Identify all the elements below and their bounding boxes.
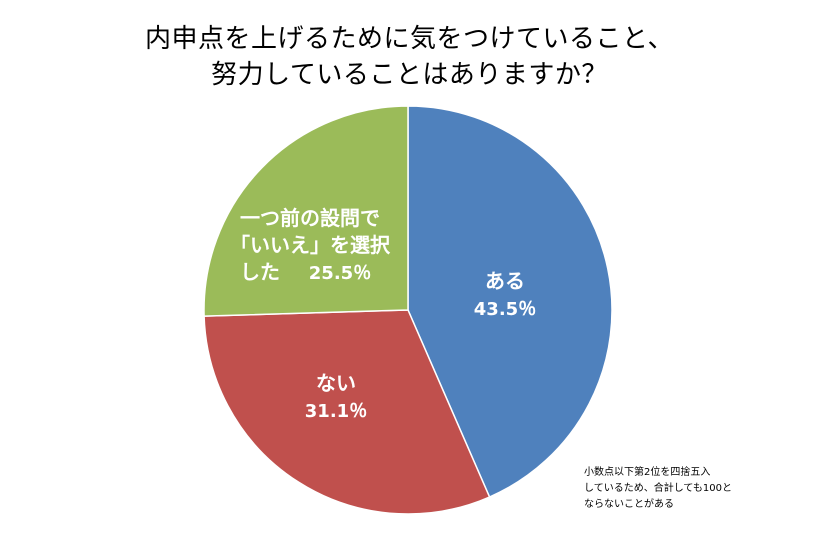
slice-label-1: ない 31.1％: [305, 371, 367, 422]
chart-title-line-2: 努力していることはありますか？: [211, 60, 608, 90]
slice-value-2: 25.5％: [309, 263, 371, 284]
slice-label-2-line-2: した: [240, 260, 280, 284]
pie-labels: ある 43.5％ ない 31.1％ 一つ前の設問で「いいえ」を選択した 25.5％: [230, 206, 536, 422]
slice-label-0: ある 43.5％: [474, 269, 536, 320]
pie-slices: [203, 105, 613, 515]
slice-value-0: 43.5％: [474, 299, 536, 320]
pie-slice-2: [203, 105, 409, 317]
pie-slice-0: [407, 105, 613, 498]
slice-name-0: ある: [485, 269, 525, 293]
pie-slice-1: [203, 309, 491, 515]
slice-label-2-line-0: 一つ前の設問で: [240, 206, 380, 230]
rounding-note-line-2: しているため、合計しても100と: [584, 483, 732, 494]
rounding-note-line-1: 小数点以下第2位を四捨五入: [584, 467, 711, 478]
slice-name-1: ない: [316, 371, 356, 395]
rounding-note-line-3: ならないことがある: [584, 499, 674, 510]
slice-label-2: 一つ前の設問で「いいえ」を選択した 25.5％: [230, 206, 391, 284]
slice-label-2-line-1: 「いいえ」を選択: [230, 233, 391, 257]
chart-title-line-1: 内申点を上げるために気をつけていること、: [145, 24, 674, 54]
rounding-note: 小数点以下第2位を四捨五入 しているため、合計しても100と ならないことがある: [584, 465, 814, 513]
slice-value-1: 31.1％: [305, 401, 367, 422]
